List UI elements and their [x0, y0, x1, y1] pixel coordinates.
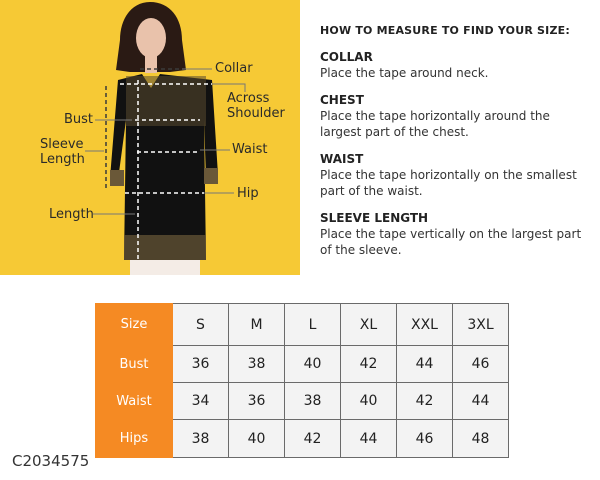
table-row-bust: Bust 36 38 40 42 44 46	[95, 345, 509, 383]
section-heading: WAIST	[320, 151, 364, 166]
table-cell: 38	[284, 382, 341, 420]
label-waist: Waist	[232, 142, 268, 157]
size-cell: 3XL	[452, 303, 509, 346]
section-text: Place the tape vertically on the largest…	[320, 226, 582, 258]
table-cell: 44	[396, 345, 453, 383]
label-bust: Bust	[64, 112, 94, 127]
label-across-shoulder: Across Shoulder	[227, 91, 285, 121]
header-size: Size	[95, 303, 173, 346]
section-heading: SLEEVE LENGTH	[320, 210, 429, 225]
table-cell: 40	[284, 345, 341, 383]
table-cell: 34	[172, 382, 229, 420]
table-cell: 38	[172, 419, 229, 458]
size-cell: L	[284, 303, 341, 346]
table-cell: 48	[452, 419, 509, 458]
row-label: Hips	[95, 419, 173, 458]
table-cell: 38	[228, 345, 285, 383]
size-cell: XXL	[396, 303, 453, 346]
size-cell: M	[228, 303, 285, 346]
table-cell: 44	[340, 419, 397, 458]
section-text: Place the tape around neck.	[320, 66, 489, 80]
model-figure	[85, 2, 246, 275]
guide-collar: COLLAR Place the tape around neck.	[320, 50, 590, 82]
guide-sleeve-length: SLEEVE LENGTH Place the tape vertically o…	[320, 211, 590, 259]
guide-waist: WAIST Place the tape horizontally on the …	[320, 152, 590, 200]
section-text: Place the tape horizontally around the l…	[320, 108, 550, 140]
table-cell: 36	[172, 345, 229, 383]
table-cell: 42	[284, 419, 341, 458]
label-collar: Collar	[215, 61, 253, 76]
table-cell: 42	[396, 382, 453, 420]
table-cell: 46	[396, 419, 453, 458]
size-cell: XL	[340, 303, 397, 346]
guide-title: HOW TO MEASURE TO FIND YOUR SIZE:	[320, 24, 570, 37]
measure-guide: HOW TO MEASURE TO FIND YOUR SIZE: COLLAR…	[320, 24, 590, 270]
section-heading: COLLAR	[320, 50, 373, 64]
row-label: Waist	[95, 382, 173, 420]
table-cell: 40	[228, 419, 285, 458]
product-code: C2034575	[10, 452, 92, 470]
size-cell: S	[172, 303, 229, 346]
table-cell: 46	[452, 345, 509, 383]
size-chart-table: Size S M L XL XXL 3XL Bust 36 38 40 42 4…	[95, 303, 509, 458]
table-cell: 44	[452, 382, 509, 420]
row-label: Bust	[95, 345, 173, 383]
measurement-diagram: Collar Across Shoulder Bust Sleeve Lengt…	[0, 0, 300, 275]
table-row-hips: Hips 38 40 42 44 46 48	[95, 419, 509, 458]
table-row-waist: Waist 34 36 38 40 42 44	[95, 382, 509, 420]
section-heading: CHEST	[320, 92, 364, 107]
table-cell: 42	[340, 345, 397, 383]
section-text: Place the tape horizontally on the small…	[320, 167, 577, 199]
label-hip: Hip	[237, 186, 259, 201]
guide-chest: CHEST Place the tape horizontally around …	[320, 93, 590, 141]
label-sleeve-length: Sleeve Length	[40, 137, 85, 167]
table-cell: 36	[228, 382, 285, 420]
label-length: Length	[49, 207, 94, 222]
table-row-sizes: Size S M L XL XXL 3XL	[95, 303, 509, 346]
table-cell: 40	[340, 382, 397, 420]
